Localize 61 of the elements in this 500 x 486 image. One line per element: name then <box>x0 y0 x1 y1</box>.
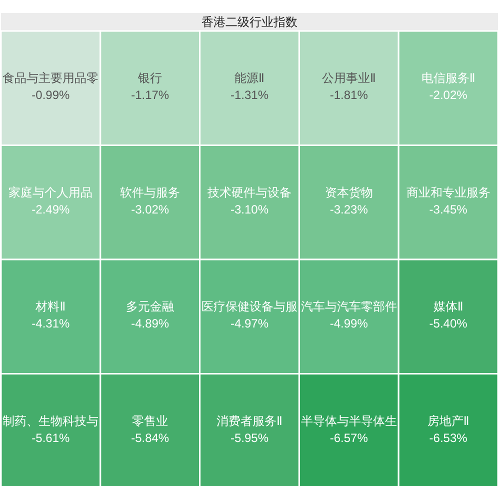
cell: 银行 -1.17% <box>100 30 201 146</box>
category-label: 食品与主要用品零 <box>2 71 99 85</box>
cell: 制药、生物科技与 -5.61% <box>0 373 102 486</box>
data-label: -3.45% <box>429 202 468 216</box>
data-label: -3.02% <box>131 202 170 216</box>
category-label: 商业和专业服务 <box>406 185 490 200</box>
category-label: 房地产Ⅱ <box>427 414 470 428</box>
category-label: 材料Ⅱ <box>34 300 66 314</box>
cell: 家庭与个人用品 -2.49% <box>0 144 102 260</box>
cell: 医疗保健设备与服 -4.97% <box>199 258 300 374</box>
category-label: 技术硬件与设备 <box>206 185 292 200</box>
data-label: -5.84% <box>131 430 170 445</box>
cell: 资本货物 -3.23% <box>298 144 400 260</box>
cell: 技术硬件与设备 -3.10% <box>199 144 300 260</box>
cell: 半导体与半导体生 -6.57% <box>298 373 400 486</box>
category-label: 制药、生物科技与 <box>2 414 99 428</box>
category-label: 能源Ⅱ <box>234 71 264 85</box>
data-label: -0.99% <box>32 88 70 102</box>
data-label: -1.31% <box>230 88 269 102</box>
data-label: -4.31% <box>32 316 70 330</box>
category-label: 家庭与个人用品 <box>8 185 93 200</box>
category-label: 银行 <box>137 71 162 85</box>
cell: 公用事业Ⅱ -1.81% <box>298 30 400 146</box>
data-label: -6.57% <box>330 430 368 445</box>
cell: 房地产Ⅱ -6.53% <box>398 373 499 486</box>
category-label: 电信服务Ⅱ <box>421 71 476 85</box>
data-label: -1.17% <box>131 88 170 102</box>
data-label: -3.10% <box>230 202 269 216</box>
data-label: -4.99% <box>330 316 368 330</box>
cell: 媒体Ⅱ -5.40% <box>398 258 499 374</box>
category-label: 多元金融 <box>126 300 174 314</box>
cell: 电信服务Ⅱ -2.02% <box>398 30 499 146</box>
data-label: -5.95% <box>230 430 269 445</box>
data-label: -4.97% <box>230 316 269 330</box>
data-label: -4.89% <box>131 316 170 330</box>
category-label: 汽车与汽车零部件 <box>300 300 397 314</box>
data-label: -3.23% <box>330 202 368 216</box>
category-label: 软件与服务 <box>120 185 180 200</box>
category-label: 消费者服务Ⅱ <box>216 414 282 428</box>
data-label: -1.81% <box>330 88 368 102</box>
category-label: 资本货物 <box>324 185 373 200</box>
data-label: -5.40% <box>429 316 468 330</box>
category-label: 公用事业Ⅱ <box>322 71 376 85</box>
cell: 材料Ⅱ -4.31% <box>0 258 102 374</box>
cell: 多元金融 -4.89% <box>100 258 201 374</box>
cell: 食品与主要用品零 -0.99% <box>0 30 102 146</box>
data-label: -6.53% <box>429 430 468 445</box>
cell: 零售业 -5.84% <box>100 373 201 486</box>
cell: 能源Ⅱ -1.31% <box>199 30 300 146</box>
category-label: 零售业 <box>132 414 168 428</box>
data-label: -2.49% <box>32 202 70 216</box>
data-label: -2.02% <box>429 88 468 102</box>
cell: 消费者服务Ⅱ -5.95% <box>199 373 300 486</box>
cell: 商业和专业服务 -3.45% <box>398 144 499 260</box>
category-label: 媒体Ⅱ <box>433 300 464 314</box>
cell: 汽车与汽车零部件 -4.99% <box>298 258 400 374</box>
data-label: -5.61% <box>32 430 70 445</box>
cell: 软件与服务 -3.02% <box>100 144 201 260</box>
text: 香港二级行业指数 <box>202 15 298 29</box>
category-label: 医疗保健设备与服 <box>202 300 298 314</box>
category-label: 半导体与半导体生 <box>300 414 397 428</box>
